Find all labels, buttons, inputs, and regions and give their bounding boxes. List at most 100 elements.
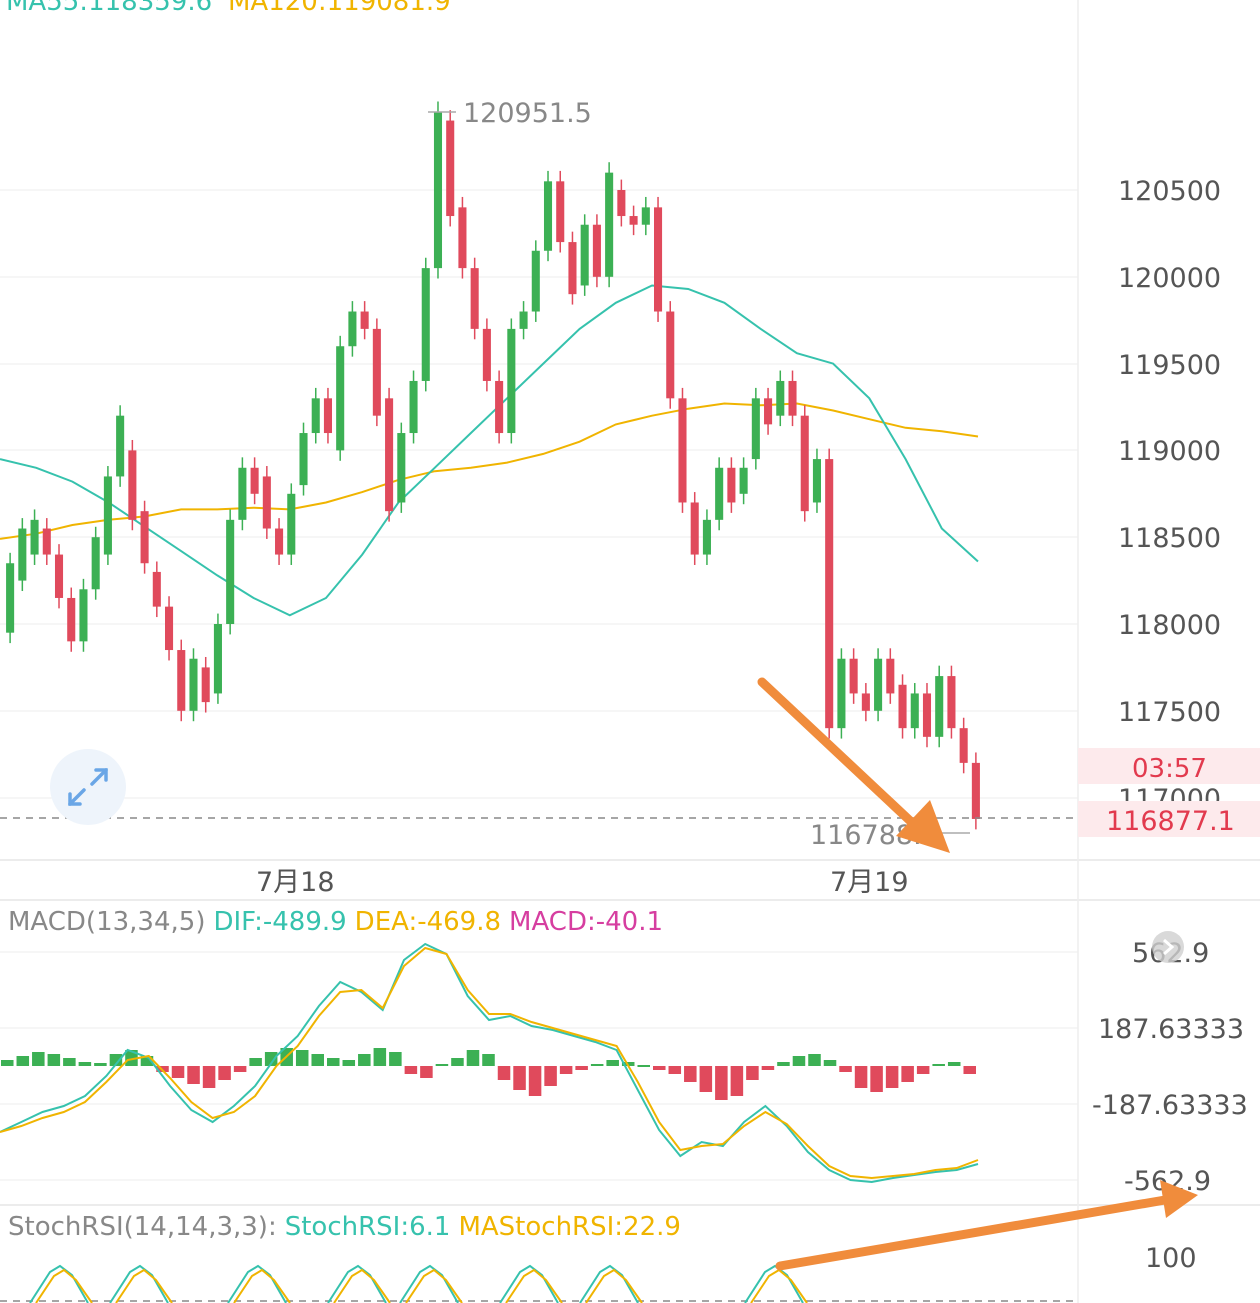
y-tick: -187.63333 [1092, 1090, 1248, 1121]
macd-bar [544, 1066, 557, 1086]
candle-body [30, 519, 39, 555]
candle-body [348, 311, 357, 347]
candles [6, 101, 980, 830]
candle-body [458, 207, 467, 269]
candle-body [238, 467, 247, 520]
macd-bar [311, 1054, 324, 1066]
candle-body [385, 398, 394, 512]
candle-body [54, 554, 64, 598]
macd-bar [32, 1052, 45, 1066]
candle-body [629, 216, 638, 225]
candle-body [751, 398, 760, 460]
stochrsi-line [399, 1264, 459, 1303]
high-marker-label: 120951.5 [463, 98, 592, 129]
candle-body [165, 606, 174, 651]
macd-bar [746, 1066, 759, 1080]
candle-body [654, 207, 663, 312]
candle-body [18, 528, 27, 581]
candle-body [128, 450, 137, 520]
candle-body [922, 693, 932, 737]
candle-body [910, 693, 919, 729]
candle-body [409, 380, 418, 434]
macd-bar [125, 1050, 138, 1066]
macd-bar [466, 1050, 480, 1066]
mastochrsi-line [405, 1268, 463, 1303]
expand-icon [68, 768, 108, 806]
candle-body [764, 398, 773, 425]
stochrsi-line [744, 1264, 804, 1303]
macd-bar [901, 1066, 914, 1082]
x-label-jul19: 7月19 [830, 867, 909, 898]
macd-bar [963, 1066, 976, 1074]
macd-bar [823, 1060, 837, 1066]
macd-bar [63, 1058, 76, 1066]
candle-body [874, 658, 883, 711]
macd-collapse-button[interactable] [1152, 931, 1184, 963]
candle-body [372, 328, 381, 416]
candle-body [788, 380, 797, 416]
chevron-icon [1163, 938, 1175, 956]
ma55-label: MA55:118359.6 [6, 0, 212, 17]
macd-bar [109, 1054, 123, 1066]
y-tick: 117500 [1118, 697, 1221, 728]
macd-bar [854, 1066, 868, 1088]
candle-body [177, 650, 186, 711]
candle-body [568, 242, 577, 295]
macd-title: MACD(13,34,5) [8, 907, 205, 937]
annotation-arrow-down [757, 677, 950, 853]
stochrsi-line [227, 1264, 287, 1303]
candle-body [641, 207, 650, 225]
stoch-lines [29, 1264, 808, 1303]
macd-bar [94, 1063, 107, 1066]
candle-body [543, 181, 553, 251]
expand-button[interactable] [50, 749, 126, 825]
y-tick: 118000 [1118, 610, 1221, 641]
candle-body [336, 346, 345, 451]
macd-bar [1, 1060, 14, 1066]
y-tick: 119000 [1118, 436, 1221, 467]
macd-bar [777, 1062, 790, 1066]
macd-bar [295, 1050, 309, 1066]
ma120-label: MA120:119081.9 [228, 0, 451, 17]
candle-body [495, 380, 504, 434]
candle-body [470, 268, 479, 329]
last-price-tag: 116877.1 [1106, 806, 1235, 837]
macd-bar [249, 1058, 262, 1066]
candle-body [861, 693, 870, 711]
macd-bar [559, 1066, 573, 1074]
price-y-axis: 120500 120000 119500 119000 118500 11800… [1118, 176, 1221, 815]
macd-bar [435, 1064, 449, 1066]
candle-body [556, 181, 565, 243]
stochrsi-line [579, 1264, 639, 1303]
candle-body [421, 268, 430, 381]
candle-body [299, 433, 308, 486]
candle-body [935, 676, 944, 737]
y-tick: 120000 [1118, 263, 1221, 294]
macd-bar [575, 1066, 588, 1070]
candle-body [311, 398, 320, 434]
candle-body [776, 380, 785, 416]
candle-body [825, 459, 834, 729]
candle-body [678, 398, 687, 503]
macd-bar [482, 1054, 495, 1066]
dif-line [0, 942, 979, 1184]
mastochrsi-line [505, 1268, 563, 1303]
candle-body [262, 476, 271, 529]
macd-bar [653, 1066, 666, 1070]
candle-body [886, 658, 895, 694]
macd-bar [140, 1056, 154, 1066]
candle-body [79, 589, 88, 642]
stoch-header: StochRSI(14,14,3,3): StochRSI:6.1 MAStochR… [8, 1212, 681, 1242]
mastochrsi-line [750, 1268, 808, 1303]
stoch-title: StochRSI(14,14,3,3): [8, 1212, 277, 1242]
macd-bar [171, 1066, 185, 1078]
candle-body [837, 658, 846, 729]
candle-body [947, 676, 956, 729]
macd-bar [420, 1066, 433, 1078]
macd-bar [699, 1066, 713, 1092]
macd-bar [885, 1066, 899, 1088]
stochrsi-line [499, 1264, 559, 1303]
annotation-arrow-up [775, 1180, 1198, 1271]
candle-body [6, 563, 15, 633]
